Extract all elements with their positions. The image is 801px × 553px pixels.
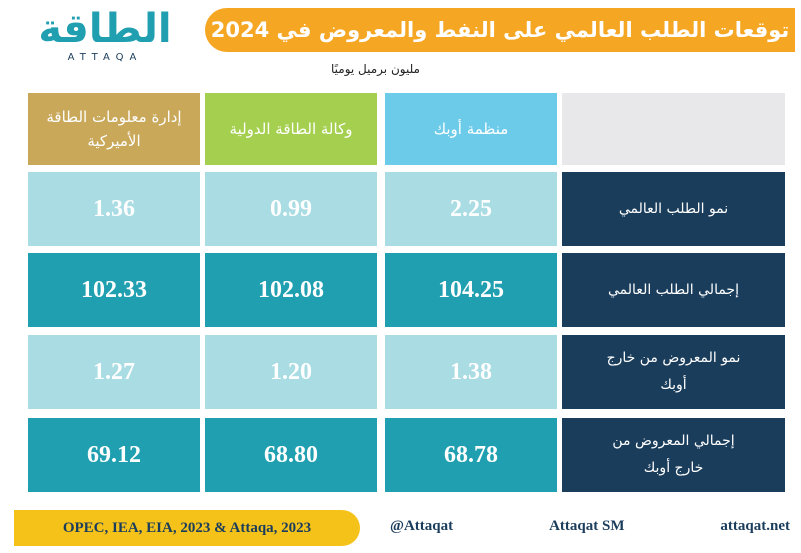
value-cell: 102.33 <box>28 253 200 327</box>
social-bar: @Attaqat Attaqat SM attaqat.net <box>390 518 790 540</box>
logo-latin: ATTAQA <box>67 51 143 63</box>
value-cell: 68.80 <box>205 418 377 492</box>
column-header: إدارة معلومات الطاقة الأميركية <box>28 93 200 165</box>
value-cell: 2.25 <box>385 172 557 246</box>
value-cell: 102.08 <box>205 253 377 327</box>
value-cell: 104.25 <box>385 253 557 327</box>
value-cell: 1.36 <box>28 172 200 246</box>
logo: الطاقة <box>38 6 172 52</box>
row-label: إجمالي الطلب العالمي <box>562 253 785 327</box>
row-label: نمو المعروض من خارج أوبك <box>562 335 785 409</box>
row-label: نمو الطلب العالمي <box>562 172 785 246</box>
social-youtube: Attaqat SM <box>549 518 625 534</box>
value-cell: 1.38 <box>385 335 557 409</box>
column-header: منظمة أوبك <box>385 93 557 165</box>
source: OPEC, IEA, EIA, 2023 & Attaqa, 2023 <box>14 510 360 546</box>
value-cell: 0.99 <box>205 172 377 246</box>
social-site: attaqat.net <box>720 518 790 534</box>
column-header: وكالة الطاقة الدولية <box>205 93 377 165</box>
social-handle: @Attaqat <box>390 518 454 534</box>
value-cell: 69.12 <box>28 418 200 492</box>
value-cell: 68.78 <box>385 418 557 492</box>
unit: مليون برميل يوميًا <box>330 62 420 76</box>
header-blank <box>562 93 785 165</box>
row-label: إجمالي المعروض من خارج أوبك <box>562 418 785 492</box>
value-cell: 1.27 <box>28 335 200 409</box>
value-cell: 1.20 <box>205 335 377 409</box>
title-banner: توقعات الطلب العالمي على النفط والمعروض … <box>205 8 795 52</box>
